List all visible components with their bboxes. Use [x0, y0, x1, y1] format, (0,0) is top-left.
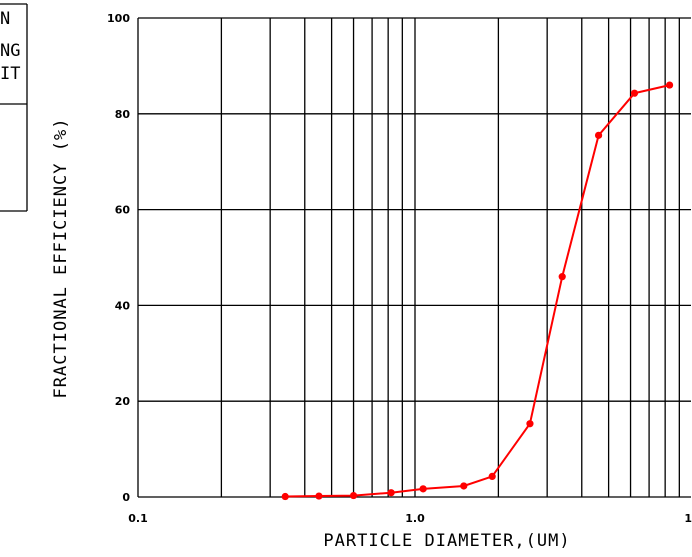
y-tick-label: 80 [115, 108, 131, 121]
data-point [315, 492, 323, 500]
y-axis-title: FRACTIONAL EFFICIENCY (%) [51, 118, 71, 399]
y-tick-label: 0 [122, 491, 130, 504]
grid-layer [137, 17, 691, 498]
legend-line-1: N [0, 9, 10, 29]
data-point [281, 492, 289, 501]
legend-box: N NG IT [0, 3, 28, 212]
y-tick-label: 20 [115, 395, 131, 408]
data-point [630, 89, 639, 97]
data-point [665, 81, 674, 89]
data-point [349, 491, 358, 500]
x-axis-title: PARTICLE DIAMETER,(UM) [323, 531, 570, 551]
series-line [285, 84, 670, 498]
legend-line-3: IT [0, 64, 20, 84]
data-point [558, 273, 566, 281]
x-tick-label: 1.0 [405, 512, 425, 525]
series-layer [281, 81, 674, 501]
x-tick-label: 0.1 [128, 512, 148, 525]
data-point [419, 485, 427, 493]
y-tick-label: 60 [115, 204, 131, 217]
y-tick-label: 100 [107, 12, 130, 25]
y-tick-label: 40 [115, 299, 131, 312]
legend-line-2: NG [0, 41, 20, 61]
data-point [594, 131, 603, 139]
data-point [387, 489, 395, 497]
x-tick-labels: 0.1 1.0 10 [128, 512, 692, 525]
data-point [488, 472, 496, 481]
data-point [526, 420, 534, 428]
y-tick-labels: 0 20 40 60 80 100 [107, 12, 130, 504]
x-tick-label: 10 [684, 512, 692, 525]
data-point [460, 482, 468, 490]
